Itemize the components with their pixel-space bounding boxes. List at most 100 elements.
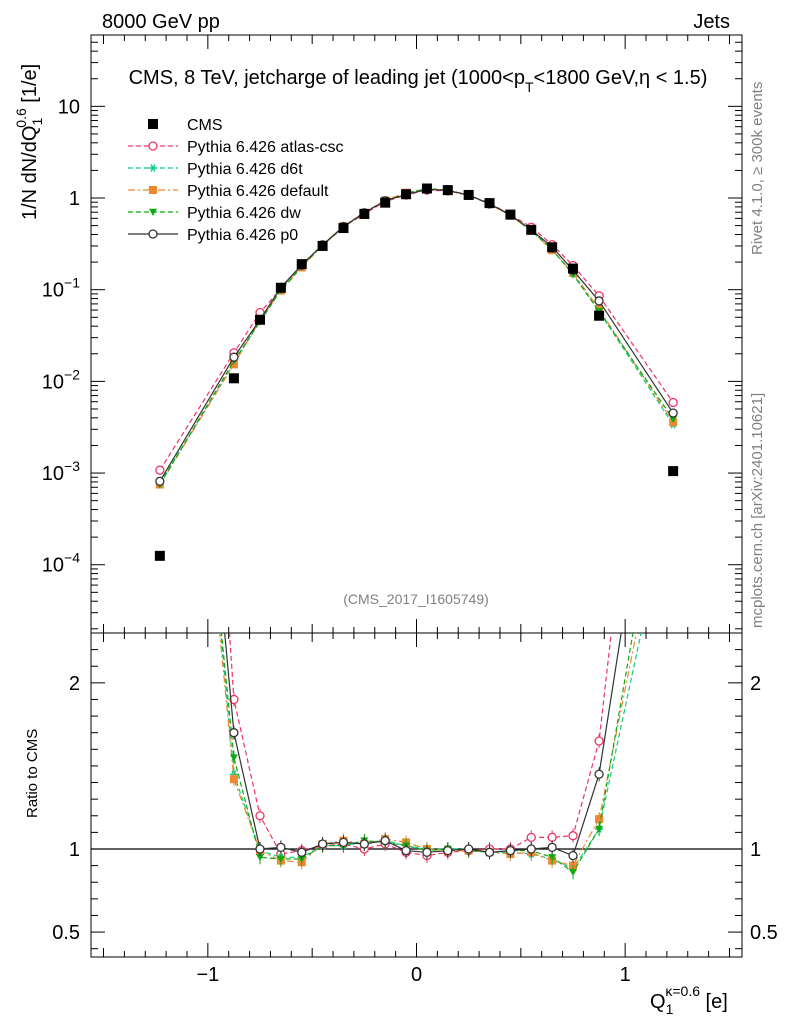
ratio-point: [229, 754, 238, 762]
data-point: [668, 466, 679, 477]
ratio-tick-label: 2: [750, 673, 761, 695]
x-tick-label: −1: [196, 964, 219, 986]
ratio-point: [464, 844, 474, 854]
y-tick-label: 1: [69, 188, 80, 210]
ratio-point: [255, 811, 265, 821]
ratio-tick-label: 0.5: [750, 922, 778, 944]
data-point: [463, 189, 474, 200]
header-left: 8000 GeV pp: [102, 11, 220, 33]
legend-label: Pythia 6.426 p0: [187, 227, 298, 244]
ratio-line-0: [228, 633, 612, 857]
data-point: [228, 373, 239, 384]
ratio-point: [317, 839, 328, 849]
main-plot-area: [154, 183, 679, 561]
legend-marker: [149, 164, 157, 172]
legend-marker: [148, 119, 158, 129]
ratio-tick-label: 0.5: [52, 922, 80, 944]
ratio-point: [568, 850, 578, 861]
ratio-point: [594, 769, 604, 779]
ratio-point: [547, 832, 557, 843]
data-point: [505, 209, 516, 220]
ratio-point: [526, 844, 536, 854]
ratio-point: [380, 836, 390, 846]
x-tick-label: 1: [620, 964, 631, 986]
ratio-point: [229, 728, 239, 738]
ratio-point: [594, 736, 604, 746]
legend-label: Pythia 6.426 dw: [187, 205, 301, 222]
y-tick-label: 10−3: [42, 458, 80, 485]
ratio-tick-label: 1: [750, 839, 761, 861]
series-point: [669, 415, 678, 424]
ratio-point: [276, 842, 286, 852]
series-point: [668, 397, 678, 408]
tick-labels: −1 0 1 10−4 10−3 10−2 10−1 1 10 0.5 0.5 1 1 2 2: [42, 96, 778, 986]
legend-marker: [149, 208, 157, 216]
series-point: [668, 408, 678, 418]
legend-label: Pythia 6.426 default: [187, 183, 329, 200]
ratio-point: [595, 815, 604, 824]
y-tick-label: 10: [58, 96, 80, 118]
y-tick-label: 10−2: [42, 366, 80, 393]
ratio-point: [526, 832, 536, 843]
ratio-point: [401, 846, 411, 856]
series-point: [155, 476, 165, 486]
legend-label: Pythia 6.426 atlas-csc: [187, 139, 344, 156]
data-point: [359, 208, 370, 219]
ratio-line-4: [224, 633, 622, 857]
ratio-point: [568, 869, 577, 877]
ratio-tick-label: 1: [69, 839, 80, 861]
ratio-point: [297, 855, 306, 863]
legend-marker: [148, 141, 158, 151]
data-point: [154, 550, 165, 561]
y-axis-label: 1/N dN/dQ10.6 [1/e]: [13, 64, 45, 220]
data-point: [547, 242, 558, 253]
header-right: Jets: [693, 11, 730, 33]
legend-label: CMS: [187, 117, 223, 134]
data-point: [526, 224, 537, 235]
data-point: [275, 282, 286, 293]
data-point: [567, 263, 578, 274]
ratio-point: [422, 847, 432, 857]
data-point: [338, 223, 349, 234]
ratio-point: [359, 839, 369, 849]
data-point: [317, 240, 328, 251]
data-point: [401, 189, 412, 200]
ratio-point: [547, 842, 557, 852]
legend-marker: [149, 186, 157, 194]
data-point: [255, 314, 266, 325]
ratio-y-axis-label: Ratio to CMS: [24, 729, 41, 818]
legend-label: Pythia 6.426 d6t: [187, 161, 303, 178]
rivet-version-label: Rivet 4.1.0, ≥ 300k events: [749, 82, 766, 255]
ratio-point: [443, 846, 453, 856]
y-tick-label: 10−4: [42, 550, 80, 577]
data-point: [296, 259, 307, 270]
series-point: [229, 352, 239, 362]
ratio-point: [255, 844, 265, 854]
data-point: [380, 197, 391, 208]
ratio-tick-label: 2: [69, 673, 80, 695]
ratio-point: [338, 837, 349, 848]
ratio-point: [297, 847, 307, 857]
ratio-point: [229, 694, 239, 705]
analysis-id: (CMS_2017_I1605749): [343, 591, 489, 607]
legend-marker: [148, 229, 158, 239]
source-label: mcplots.cern.ch [arXiv:2401.10621]: [749, 393, 766, 628]
ratio-point: [548, 854, 557, 862]
series-point: [155, 465, 165, 475]
ratio-plot-area: [91, 633, 742, 880]
data-point: [484, 198, 495, 209]
ratio-point: [256, 854, 265, 862]
data-point: [421, 183, 432, 194]
ratio-point: [484, 847, 495, 857]
ratio-point: [276, 855, 285, 863]
series-point: [594, 296, 604, 306]
axis-ticks: [91, 34, 742, 957]
x-axis-label: Q1κ=0.6 [e]: [650, 983, 728, 1017]
y-tick-label: 10−1: [42, 275, 80, 302]
ratio-panel-frame: [90, 632, 743, 958]
ratio-point: [505, 846, 516, 856]
data-point: [442, 185, 453, 196]
ratio-point: [568, 831, 578, 841]
ratio-point: [229, 775, 238, 784]
